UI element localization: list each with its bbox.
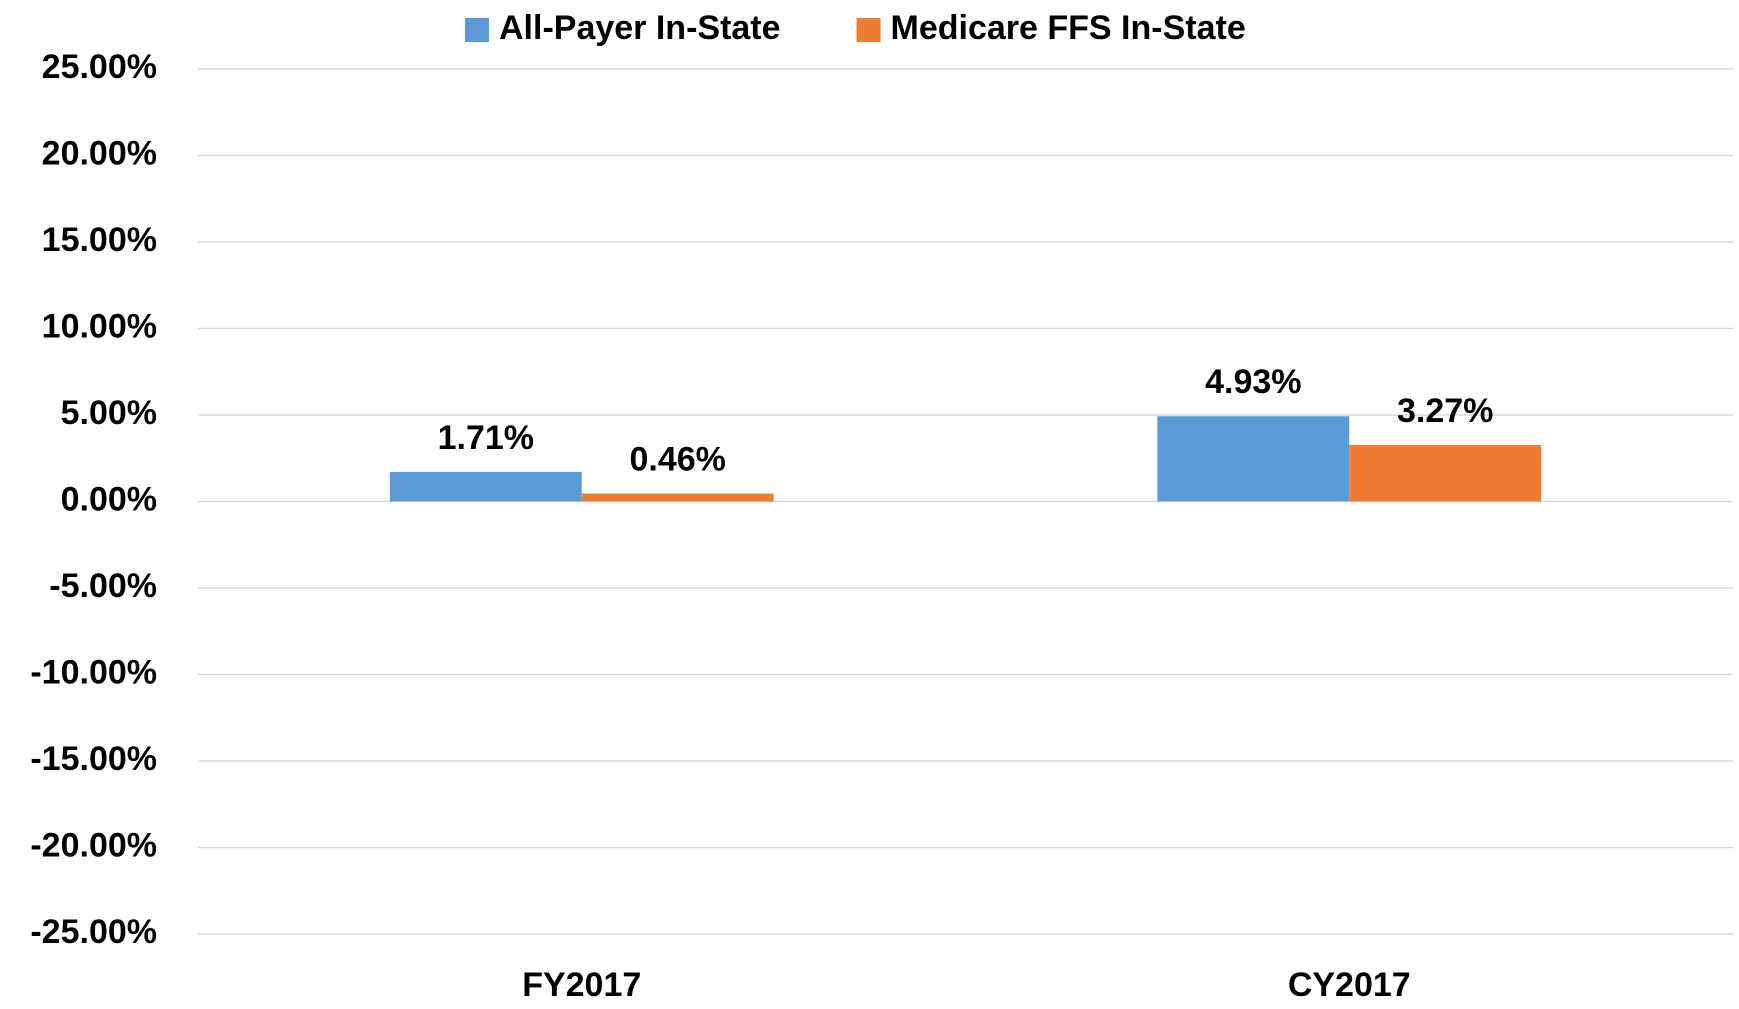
legend-label: Medicare FFS In-State — [891, 9, 1246, 47]
y-tick-label: 5.00% — [61, 394, 157, 432]
data-label: 4.93% — [1205, 363, 1301, 401]
bar — [1157, 416, 1350, 502]
data-label: 0.46% — [629, 441, 725, 479]
legend-label: All-Payer In-State — [499, 9, 781, 47]
y-tick-label: -15.00% — [30, 740, 157, 778]
data-label: 1.71% — [438, 419, 534, 457]
y-tick-label: -5.00% — [49, 567, 157, 605]
y-tick-label: -10.00% — [30, 653, 157, 691]
y-tick-label: -20.00% — [30, 826, 157, 864]
bar — [1349, 444, 1542, 502]
x-tick-label: CY2017 — [1288, 966, 1411, 1004]
bar — [389, 471, 582, 502]
legend-swatch — [465, 18, 489, 42]
x-tick-label: FY2017 — [522, 966, 641, 1004]
y-tick-label: 10.00% — [42, 307, 157, 345]
legend-swatch — [856, 18, 881, 42]
y-tick-label: 25.00% — [42, 48, 157, 86]
y-tick-label: 20.00% — [42, 134, 157, 172]
bar — [581, 493, 774, 502]
data-label: 3.27% — [1397, 392, 1493, 430]
y-tick-label: 15.00% — [42, 221, 157, 259]
y-tick-label: 0.00% — [61, 480, 157, 518]
y-tick-label: -25.00% — [30, 913, 157, 951]
